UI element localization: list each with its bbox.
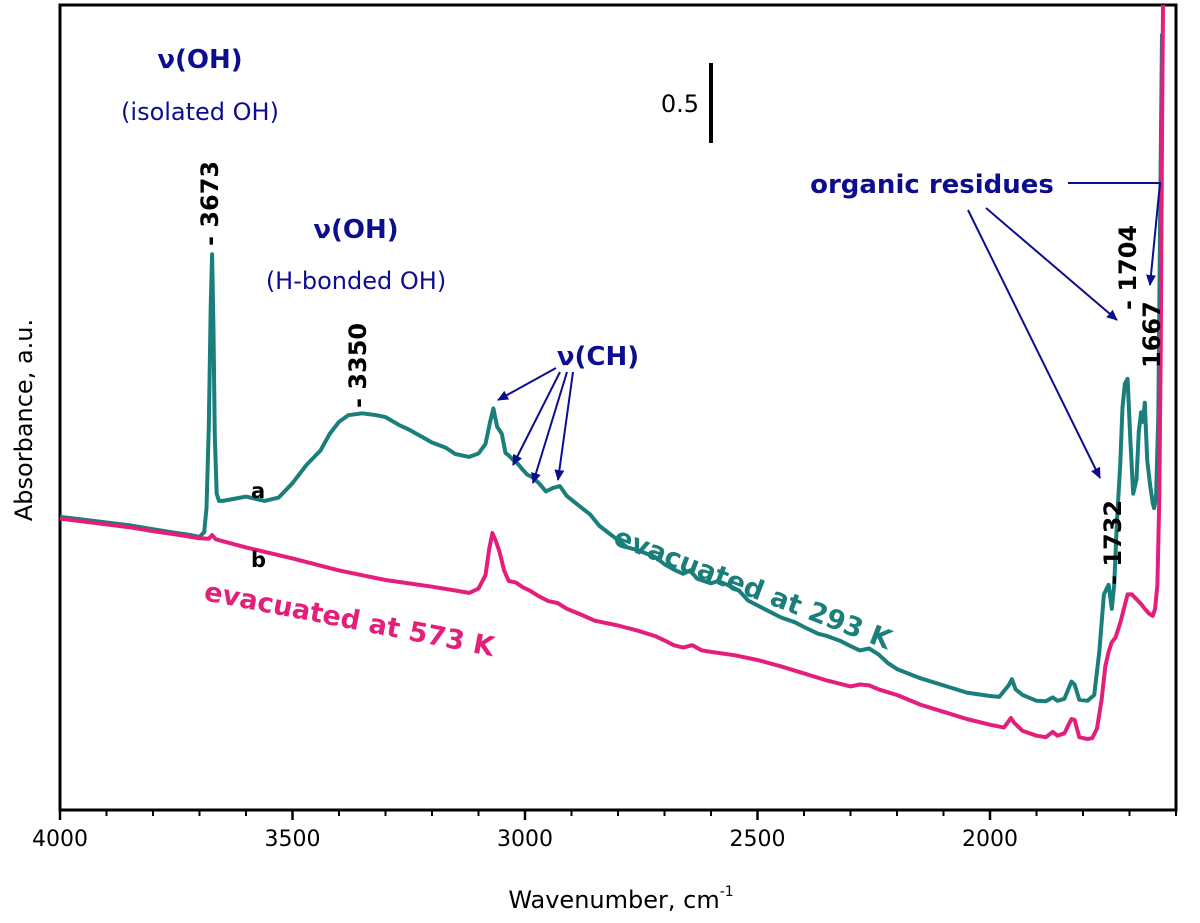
- peak-label-1704: - 1704: [1114, 225, 1142, 310]
- x-tick-label: 2500: [730, 827, 786, 852]
- x-axis-ticks: [58, 810, 1177, 820]
- annotation-hbonded-oh-title: ν(OH): [313, 215, 398, 245]
- annotation-arrows: [497, 182, 1162, 484]
- ch-arrow-3: [531, 371, 568, 484]
- annotation-organic-residues: organic residues: [810, 170, 1054, 200]
- peak-label-1732: - 1732: [1099, 500, 1127, 585]
- ch-arrow-2: [512, 371, 561, 466]
- x-axis-title: Wavenumber, cm-1: [508, 884, 733, 914]
- ch-arrow-4: [554, 371, 574, 481]
- x-tick-label: 3000: [497, 827, 553, 852]
- annotation-hbonded-oh-sub: (H-bonded OH): [266, 267, 446, 295]
- annotation-isolated-oh-title: ν(OH): [157, 45, 242, 75]
- y-axis-title: Absorbance, a.u.: [10, 319, 38, 521]
- ch-arrow-1: [497, 367, 557, 401]
- x-axis-tick-labels: 4000 3500 3000 2500 2000: [32, 827, 1018, 852]
- annotation-isolated-oh-sub: (isolated OH): [121, 98, 279, 126]
- x-axis-title-superscript: -1: [720, 884, 734, 900]
- curve-letter-b: b: [251, 548, 266, 572]
- x-tick-label: 2000: [962, 827, 1018, 852]
- residue-arrow-1704: [985, 207, 1118, 321]
- peak-label-3673: - 3673: [196, 161, 224, 246]
- residue-arrow-1667: [1068, 182, 1162, 286]
- series-line-573k: [59, 4, 1165, 742]
- annotation-ch-title: ν(CH): [557, 342, 639, 372]
- series-line-293k: [59, 33, 1164, 704]
- scale-bar-label: 0.5: [661, 90, 699, 118]
- x-tick-label: 3500: [265, 827, 321, 852]
- residue-arrow-1732: [967, 209, 1101, 479]
- curve-letter-a: a: [251, 479, 265, 503]
- peak-label-1667: 1667: [1138, 301, 1166, 368]
- x-tick-label: 4000: [32, 827, 88, 852]
- peak-label-3350: - 3350: [344, 323, 372, 408]
